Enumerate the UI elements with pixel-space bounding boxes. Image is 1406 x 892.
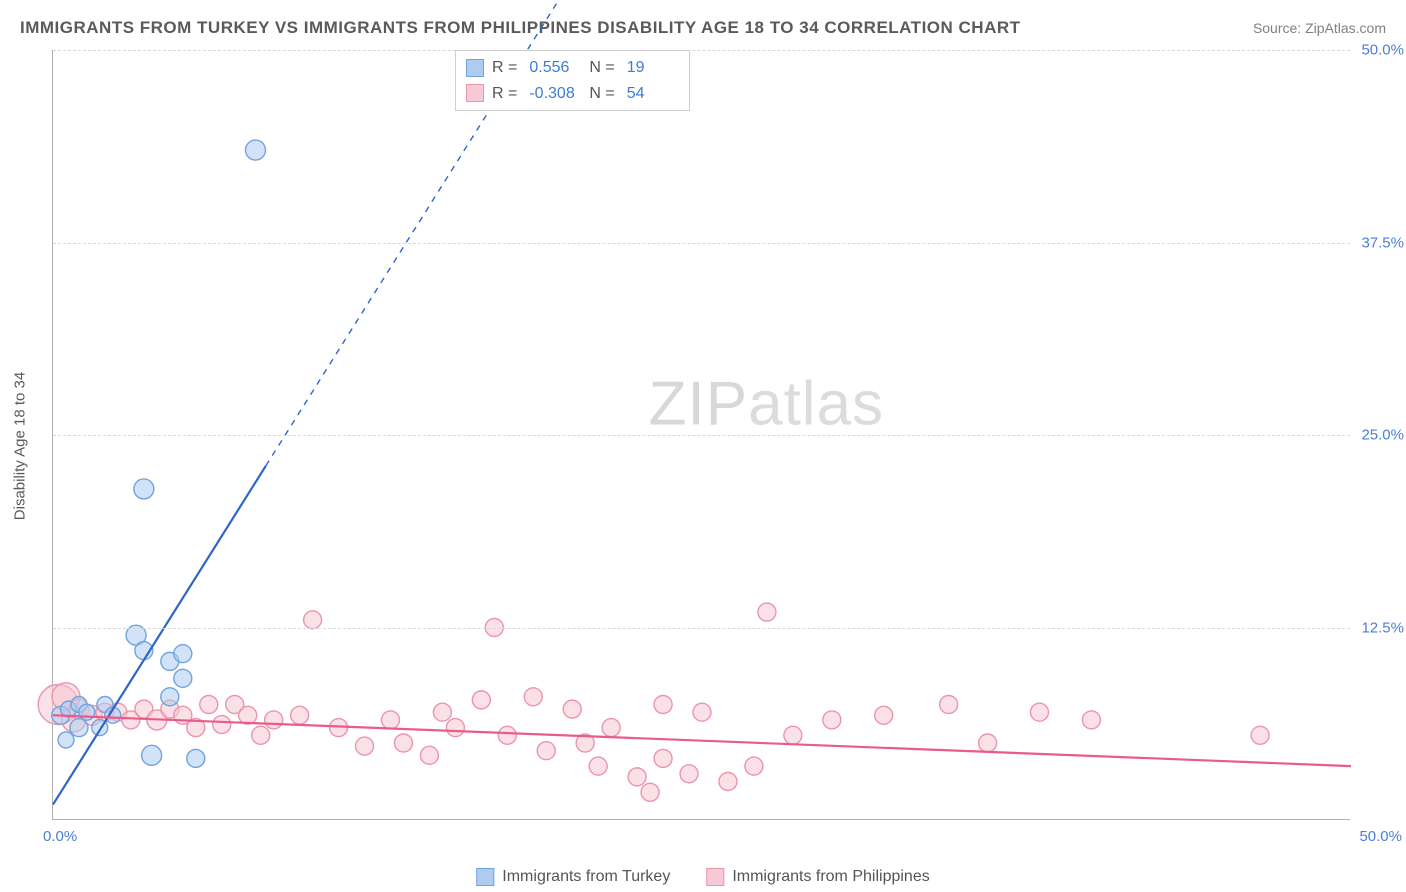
data-point bbox=[680, 765, 698, 783]
data-point bbox=[719, 773, 737, 791]
r-value: 0.556 bbox=[529, 55, 581, 81]
data-point bbox=[446, 719, 464, 737]
data-point bbox=[213, 716, 231, 734]
data-point bbox=[252, 726, 270, 744]
r-value: -0.308 bbox=[529, 81, 581, 107]
data-point bbox=[875, 706, 893, 724]
data-point bbox=[161, 688, 179, 706]
data-point bbox=[200, 696, 218, 714]
data-point bbox=[589, 757, 607, 775]
data-point bbox=[628, 768, 646, 786]
data-point bbox=[58, 732, 74, 748]
legend-item-turkey: Immigrants from Turkey bbox=[476, 868, 670, 886]
ytick-label: 25.0% bbox=[1354, 427, 1404, 444]
regression-line bbox=[53, 715, 1351, 766]
data-point bbox=[265, 711, 283, 729]
data-point bbox=[563, 700, 581, 718]
swatch bbox=[466, 84, 484, 102]
data-point bbox=[142, 745, 162, 765]
swatch-philippines bbox=[706, 868, 724, 886]
data-point bbox=[174, 645, 192, 663]
r-label: R = bbox=[492, 81, 517, 107]
legend-label-philippines: Immigrants from Philippines bbox=[732, 868, 929, 886]
source-label: Source: ZipAtlas.com bbox=[1253, 20, 1386, 36]
gridline bbox=[53, 435, 1350, 436]
data-point bbox=[654, 749, 672, 767]
legend-stat-row: R = 0.556 N = 19 bbox=[466, 55, 679, 81]
data-point bbox=[823, 711, 841, 729]
y-axis-title: Disability Age 18 to 34 bbox=[12, 372, 29, 520]
data-point bbox=[394, 734, 412, 752]
data-point bbox=[758, 603, 776, 621]
swatch bbox=[466, 59, 484, 77]
data-point bbox=[524, 688, 542, 706]
data-point bbox=[1030, 703, 1048, 721]
legend-label-turkey: Immigrants from Turkey bbox=[502, 868, 670, 886]
data-point bbox=[745, 757, 763, 775]
data-point bbox=[174, 669, 192, 687]
xtick-label: 0.0% bbox=[43, 828, 77, 845]
data-point bbox=[1251, 726, 1269, 744]
data-point bbox=[245, 140, 265, 160]
legend-series: Immigrants from Turkey Immigrants from P… bbox=[476, 868, 929, 886]
data-point bbox=[537, 742, 555, 760]
data-point bbox=[784, 726, 802, 744]
data-point bbox=[602, 719, 620, 737]
ytick-label: 50.0% bbox=[1354, 42, 1404, 59]
swatch-turkey bbox=[476, 868, 494, 886]
data-point bbox=[70, 719, 88, 737]
data-point bbox=[654, 696, 672, 714]
source-prefix: Source: bbox=[1253, 20, 1305, 36]
title-bar: IMMIGRANTS FROM TURKEY VS IMMIGRANTS FRO… bbox=[20, 18, 1386, 38]
data-point bbox=[693, 703, 711, 721]
data-point bbox=[472, 691, 490, 709]
data-point bbox=[433, 703, 451, 721]
data-point bbox=[134, 479, 154, 499]
chart-title: IMMIGRANTS FROM TURKEY VS IMMIGRANTS FRO… bbox=[20, 18, 1021, 38]
data-point bbox=[420, 746, 438, 764]
n-label: N = bbox=[589, 55, 614, 81]
legend-stat-row: R = -0.308 N = 54 bbox=[466, 81, 679, 107]
ytick-label: 12.5% bbox=[1354, 619, 1404, 636]
legend-item-philippines: Immigrants from Philippines bbox=[706, 868, 929, 886]
r-label: R = bbox=[492, 55, 517, 81]
gridline bbox=[53, 50, 1350, 51]
n-label: N = bbox=[589, 81, 614, 107]
gridline bbox=[53, 628, 1350, 629]
plot-area: ZIPatlas 12.5%25.0%37.5%50.0%0.0%50.0% bbox=[52, 50, 1350, 820]
n-value: 19 bbox=[627, 55, 679, 81]
n-value: 54 bbox=[627, 81, 679, 107]
source-name: ZipAtlas.com bbox=[1305, 20, 1386, 36]
data-point bbox=[979, 734, 997, 752]
data-point bbox=[187, 749, 205, 767]
data-point bbox=[498, 726, 516, 744]
data-point bbox=[356, 737, 374, 755]
data-point bbox=[1082, 711, 1100, 729]
data-point bbox=[940, 696, 958, 714]
gridline bbox=[53, 243, 1350, 244]
data-point bbox=[291, 706, 309, 724]
data-point bbox=[304, 611, 322, 629]
ytick-label: 37.5% bbox=[1354, 234, 1404, 251]
xtick-label: 50.0% bbox=[1359, 828, 1402, 845]
legend-correlation-box: R = 0.556 N = 19R =-0.308 N = 54 bbox=[455, 50, 690, 111]
data-point bbox=[641, 783, 659, 801]
data-point bbox=[381, 711, 399, 729]
